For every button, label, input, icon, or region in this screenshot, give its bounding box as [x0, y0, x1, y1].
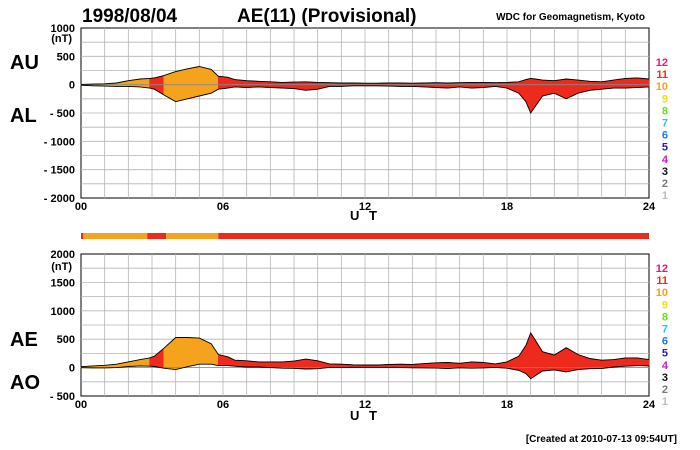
ae-ao-fill-segment — [625, 357, 638, 367]
y-tick-label: - 500 — [50, 391, 75, 403]
station-count-bar-segment — [81, 233, 84, 239]
station-count-legend-item: 8 — [662, 105, 668, 117]
station-count-bar-segment — [147, 233, 167, 239]
al-label: AL — [10, 105, 37, 127]
source-label: WDC for Geomagnetism, Kyoto — [496, 12, 645, 23]
station-count-legend-item: 11 — [656, 69, 668, 81]
ao-line — [80, 363, 650, 380]
station-count-legend-item: 3 — [662, 372, 668, 384]
au-al-fill-segment — [139, 78, 150, 89]
station-count-bar-segment — [166, 233, 219, 239]
au-label: AU — [10, 52, 39, 74]
station-count-legend-item: 3 — [662, 166, 668, 178]
ae-ao-unit-label: (nT) — [51, 261, 72, 273]
x-tick-label: 06 — [217, 399, 229, 411]
x-tick-label: 00 — [75, 201, 87, 213]
x-tick-label: 12 — [359, 201, 371, 213]
x-tick-label: 06 — [217, 201, 229, 213]
x-tick-label: 24 — [643, 201, 656, 213]
y-tick-label: 500 — [57, 51, 75, 63]
station-count-legend-item: 1 — [662, 190, 668, 202]
y-tick-label: - 2000 — [44, 193, 75, 205]
au-al-fill-segment — [175, 68, 188, 103]
y-tick-label: 0 — [69, 363, 75, 375]
station-count-legend-item: 10 — [656, 287, 668, 299]
au-al-fill-segment — [149, 77, 155, 90]
au-al-x-axis: 00 06 12 18 24 — [75, 201, 656, 213]
au-al-fill-segment — [187, 66, 200, 100]
au-al-fill-segment — [199, 66, 212, 97]
al-line — [80, 84, 650, 114]
station-count-legend-item: 9 — [662, 299, 668, 311]
station-count-legend-item: 11 — [656, 275, 668, 287]
ae-label: AE — [10, 329, 38, 351]
index-title: AE(11) (Provisional) — [237, 6, 417, 27]
station-count-bar-segment — [83, 233, 148, 239]
ae-ao-y-axis: 2000 1500 1000 500 0 - 500 — [50, 249, 75, 403]
au-al-fill-segment — [246, 80, 259, 88]
y-tick-label: 0 — [69, 80, 75, 92]
ao-label: AO — [10, 372, 40, 394]
station-count-bar-segment — [218, 233, 649, 239]
au-al-fill-segment — [281, 81, 295, 89]
x-tick-label: 18 — [501, 399, 513, 411]
au-line — [80, 66, 650, 85]
ae-ao-series — [80, 331, 650, 380]
ae-ao-fill-segment — [187, 337, 200, 368]
y-tick-label: 1000 — [51, 23, 75, 35]
y-tick-label: 500 — [57, 334, 75, 346]
ae-ao-panel: 2000 1500 1000 500 0 - 500 00 06 12 18 24 (nT) AE… — [10, 249, 656, 423]
y-tick-label: - 1500 — [44, 165, 75, 177]
station-count-legend-item: 10 — [656, 81, 668, 93]
au-al-y-axis: 1000 500 0 - 500 - 1000 - 1500 - 2000 — [44, 23, 75, 205]
station-count-legend-item: 5 — [662, 142, 668, 154]
station-count-legend-item: 9 — [662, 93, 668, 105]
station-count-legend-item: 7 — [662, 324, 668, 336]
station-count-legend-item: 8 — [662, 311, 668, 323]
station-count-legend-item: 6 — [662, 336, 668, 348]
au-al-series — [80, 66, 650, 114]
au-al-fill-segment — [217, 75, 229, 90]
station-count-legend-item: 12 — [656, 57, 668, 69]
station-count-legend-item: 5 — [662, 348, 668, 360]
station-count-legend-item: 7 — [662, 118, 668, 130]
station-count-legend-item: 1 — [662, 396, 668, 408]
x-tick-label: 24 — [643, 399, 656, 411]
x-tick-label: 12 — [359, 399, 371, 411]
au-al-x-label: U T — [350, 208, 380, 223]
station-count-legend-item: 4 — [662, 154, 669, 166]
y-tick-label: 1000 — [51, 306, 75, 318]
station-count-legend-item: 6 — [662, 130, 668, 142]
station-count-legend-item: 2 — [662, 384, 668, 396]
x-tick-label: 18 — [501, 201, 513, 213]
created-timestamp: [Created at 2010-07-13 09:54UT] — [526, 434, 677, 445]
date-title: 1998/08/04 — [82, 6, 178, 27]
y-tick-label: 1500 — [51, 277, 75, 289]
au-al-fill-segment — [625, 77, 638, 89]
ae-ao-fill-segment — [175, 337, 188, 370]
x-tick-label: 00 — [75, 399, 87, 411]
y-tick-label: - 1000 — [44, 136, 75, 148]
y-tick-label: 2000 — [51, 249, 75, 261]
station-count-legend-item: 12 — [656, 263, 668, 275]
ae-ao-x-label: U T — [350, 408, 380, 423]
au-al-unit-label: (nT) — [51, 33, 72, 45]
ae-line — [80, 332, 650, 368]
ae-ao-x-axis: 00 06 12 18 24 — [75, 399, 656, 411]
station-count-legend-item: 2 — [662, 178, 668, 190]
station-count-bar — [81, 233, 649, 239]
station-count-legend-item: 4 — [662, 360, 669, 372]
au-al-fill-segment — [636, 77, 650, 88]
au-al-panel: 1000 500 0 - 500 - 1000 - 1500 - 2000 00 06 12 18… — [10, 23, 656, 223]
y-tick-label: - 500 — [50, 108, 75, 120]
